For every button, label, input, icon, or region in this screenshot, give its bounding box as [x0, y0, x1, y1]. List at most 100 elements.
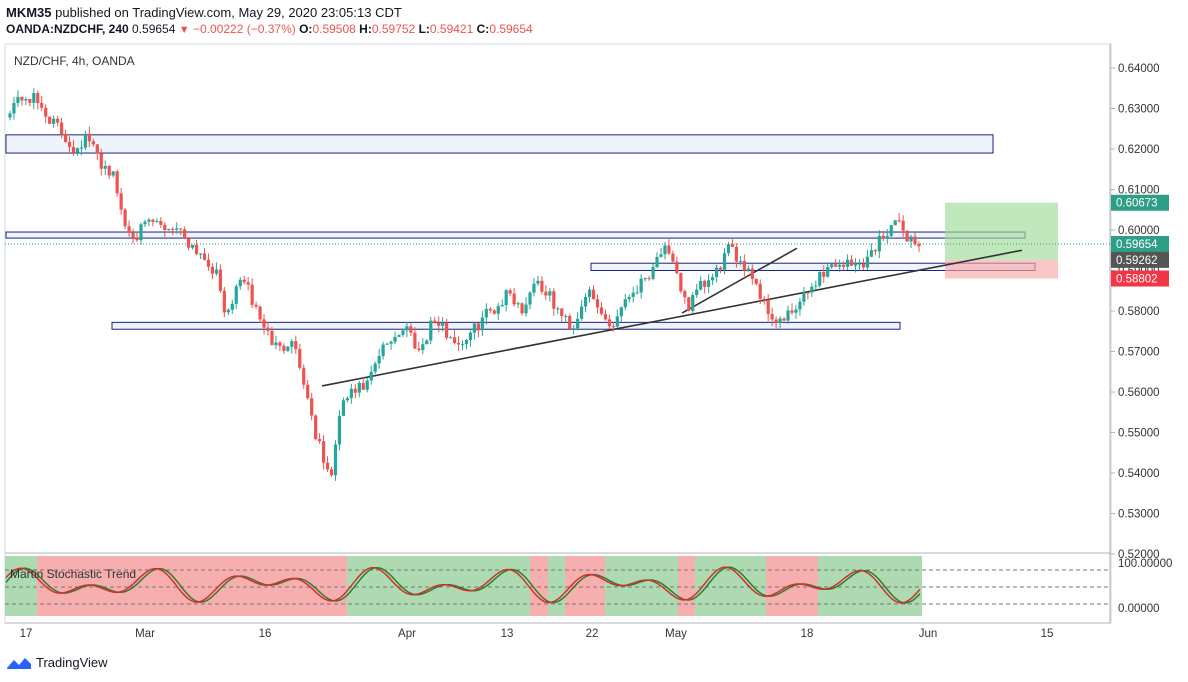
close-value: 0.59654	[489, 22, 533, 36]
candle-body	[695, 289, 699, 296]
symbol-name[interactable]: OANDA:NZDCHF, 240	[6, 22, 129, 36]
candle-body	[202, 253, 207, 260]
candle-body	[40, 102, 44, 108]
candle-body	[472, 323, 477, 333]
candle-body	[115, 171, 119, 194]
candle-body	[734, 246, 739, 262]
candle-body	[667, 245, 671, 254]
candle-body	[464, 339, 469, 345]
trendlines[interactable]	[5, 243, 1110, 387]
candle-body	[163, 224, 167, 230]
high-value: 0.59752	[371, 22, 416, 36]
candle-body	[71, 146, 76, 153]
candle-body	[159, 220, 163, 225]
candle-body	[790, 310, 794, 313]
candle-body	[365, 380, 369, 390]
candle-body	[409, 326, 413, 333]
support-resistance-zones[interactable]	[5, 134, 1036, 330]
tradingview-logo-icon	[7, 657, 31, 669]
price-tick-label: 0.57000	[1118, 347, 1160, 359]
candle-body	[746, 268, 750, 271]
price-tick-label: 0.63000	[1118, 104, 1160, 116]
candle-body	[528, 292, 532, 305]
candle-body	[810, 286, 814, 293]
candle-body	[389, 341, 393, 344]
candle-body	[826, 267, 830, 277]
candle-body	[583, 297, 588, 307]
price-badge-label: 0.60673	[1116, 198, 1158, 210]
price-badge	[1111, 236, 1169, 253]
candle-body	[754, 278, 758, 284]
price-change: −0.00222 (−0.37%)	[193, 22, 296, 36]
candle-body	[52, 118, 56, 124]
candle-body	[107, 165, 111, 176]
candle-body	[619, 307, 623, 317]
candle-body	[683, 291, 687, 298]
candle-body	[238, 279, 242, 287]
candle-body	[246, 282, 250, 285]
candle-body	[675, 261, 679, 274]
candle-body	[853, 264, 858, 266]
chart-frame	[4, 43, 1112, 624]
candle-body	[95, 144, 99, 154]
candle-body	[341, 400, 346, 416]
candle-body	[524, 304, 528, 314]
candle-body	[500, 304, 504, 307]
price-badge-label: 0.59262	[1116, 255, 1158, 267]
candle-body	[222, 290, 226, 313]
candle-body	[381, 344, 385, 357]
candle-body	[56, 118, 60, 123]
candle-body	[865, 256, 870, 268]
time-tick-label: 15	[1041, 628, 1054, 640]
candle-body	[615, 316, 619, 327]
candle-body	[536, 280, 540, 284]
trendline	[681, 247, 798, 314]
candle-body	[778, 318, 782, 323]
candle-body	[44, 107, 48, 117]
candle-body	[651, 267, 655, 279]
candle-body	[16, 96, 20, 103]
candle-body	[873, 250, 877, 252]
candle-body	[32, 93, 36, 103]
indicator-tick-label: 0.00000	[1118, 603, 1160, 615]
candle-body	[333, 444, 338, 476]
candle-body	[230, 303, 234, 310]
candle-body	[206, 259, 211, 267]
candle-body	[655, 256, 659, 268]
price-axis[interactable]: 0.640000.630000.620000.610000.600000.590…	[1110, 63, 1160, 561]
candle-body	[48, 116, 52, 124]
candle-body	[67, 141, 72, 147]
candle-body	[286, 346, 290, 351]
candle-body	[838, 264, 842, 267]
trend-band	[720, 556, 766, 616]
long-position-tool[interactable]	[945, 202, 1058, 279]
candle-body	[512, 293, 516, 305]
candle-body	[901, 220, 905, 231]
author-name[interactable]: MKM35	[6, 5, 52, 20]
price-tick-label: 0.62000	[1118, 144, 1160, 156]
time-tick-label: May	[665, 628, 687, 640]
price-badge	[1111, 251, 1169, 268]
trend-band	[605, 556, 678, 616]
candle-body	[345, 398, 349, 401]
candle-body	[607, 319, 611, 327]
candle-body	[214, 269, 219, 274]
candle-body	[357, 382, 361, 393]
candle-body	[643, 278, 647, 280]
candle-body	[234, 286, 238, 304]
time-axis[interactable]: 17 Mar 16 Apr 13 22 May 18 Jun 15	[20, 628, 1054, 640]
candle-body	[12, 102, 16, 114]
candle-body	[591, 289, 596, 300]
sr-zone	[5, 231, 1026, 239]
candle-body	[190, 244, 195, 248]
candle-body	[456, 342, 461, 345]
close-label: C:	[476, 22, 490, 36]
time-tick-label: 18	[801, 628, 814, 640]
candle-body	[849, 259, 854, 266]
candle-body	[917, 244, 921, 247]
candle-body	[198, 253, 203, 255]
tradingview-logo[interactable]: TradingView	[6, 655, 108, 670]
candle-body	[766, 299, 770, 315]
candle-body	[63, 133, 68, 142]
